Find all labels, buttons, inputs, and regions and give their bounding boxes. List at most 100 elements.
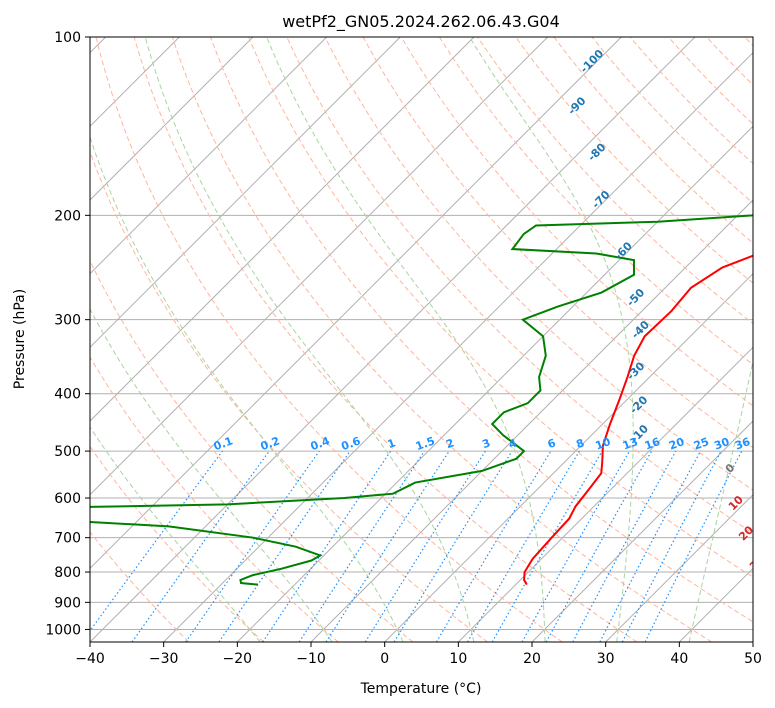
moist-adiabat-line	[90, 308, 333, 642]
isohume-line	[218, 450, 351, 642]
isohume-label: 0.4	[309, 434, 332, 453]
isotherm-line	[752, 641, 753, 642]
axes: −40 −30 −20 −10 0 10 20 30 40 5010020030040050060…	[45, 30, 762, 667]
isohume-label: 3	[480, 436, 492, 451]
line-labels: -100-90-80-70-60-50-40-30-20-100.1 0.2 0.4…	[212, 47, 775, 602]
dry-adiabat-line	[90, 150, 488, 642]
isohume-label: 30	[712, 435, 731, 453]
x-tick-label: 10	[449, 651, 467, 667]
moist-adiabat-line	[90, 426, 261, 642]
isohume-line	[599, 450, 702, 642]
y-tick-label: 900	[54, 595, 81, 611]
dry-adiabat-line	[90, 531, 190, 642]
dry-adiabat-line	[90, 259, 414, 642]
y-tick-label: 700	[54, 531, 81, 547]
y-tick-label: 100	[54, 30, 81, 46]
dry-adiabat-line	[477, 37, 753, 325]
isohume-label: 0.1	[212, 434, 235, 453]
y-axis-label: Pressure (hPa)	[12, 289, 28, 389]
y-tick-label: 600	[54, 491, 81, 507]
isotherm-line	[678, 567, 753, 642]
x-tick-label: 30	[597, 651, 615, 667]
isotherm-line	[90, 37, 254, 201]
moist-adiabat-label: -80	[585, 140, 608, 163]
dry-adiabat-line	[324, 37, 753, 491]
y-tick-label: 500	[54, 444, 81, 460]
isotherm-line	[531, 420, 753, 642]
wetbulb-label: 10	[726, 493, 746, 513]
isohume-label: 1	[386, 436, 398, 451]
dry-adiabat-line	[439, 37, 753, 366]
moist-adiabat-label: -20	[627, 393, 650, 416]
isohume-label: 8	[574, 436, 586, 451]
isohume-line	[545, 450, 653, 642]
isohume-label: 25	[692, 435, 711, 452]
dry-adiabat-line	[744, 37, 753, 47]
isohume-label: 36	[733, 435, 752, 453]
isotherm-line	[90, 37, 549, 496]
isohume-line	[393, 450, 513, 642]
dry-adiabat-line	[668, 37, 753, 125]
dry-adiabat-line	[95, 37, 563, 642]
isohume-line	[185, 450, 320, 642]
dry-adiabat-line	[362, 37, 753, 449]
isohume-label: 20	[667, 435, 686, 453]
isohume-line	[435, 450, 552, 642]
isohume-line	[90, 450, 223, 632]
moist-adiabat-line	[469, 37, 634, 642]
isohume-line	[298, 450, 425, 642]
isohumes	[90, 450, 743, 642]
dry-adiabat-line	[90, 445, 264, 642]
dry-adiabat-line	[210, 37, 753, 623]
dry-adiabat-line	[133, 37, 638, 642]
isohume-line	[131, 450, 270, 642]
moist-adiabat-label: -70	[589, 188, 612, 211]
isohume-label: 10	[594, 435, 613, 453]
moist-adiabat-label: -100	[578, 47, 607, 76]
data-series	[90, 214, 753, 586]
dry-adiabat-line	[591, 37, 753, 204]
isotherm-line	[90, 37, 475, 422]
moist-adiabat-label: -90	[565, 94, 588, 117]
moist-adiabat-line	[688, 358, 753, 642]
dry-adiabat-line	[706, 37, 753, 86]
y-tick-label: 1000	[45, 622, 81, 638]
dry-adiabat-line	[171, 37, 712, 642]
x-tick-label: −30	[149, 651, 179, 667]
dry-adiabat-line	[248, 37, 753, 578]
moist-adiabat-line	[90, 135, 404, 642]
moist-adiabats	[90, 37, 753, 642]
isohume-line	[521, 450, 631, 642]
grid-lines	[90, 37, 753, 642]
x-tick-label: 40	[670, 651, 688, 667]
isohume-line	[644, 450, 743, 642]
isotherm-line	[236, 125, 753, 642]
isohume-label: 1.5	[414, 434, 437, 453]
x-tick-label: 50	[744, 651, 762, 667]
moist-adiabat-line	[144, 37, 475, 642]
isohume-line	[262, 450, 392, 642]
isotherm-line	[90, 37, 401, 349]
isotherm-line	[90, 37, 696, 642]
isohume-label: 0.2	[259, 434, 282, 453]
isotherm-line	[457, 346, 753, 642]
isohume-label: 16	[643, 435, 662, 453]
temperature-profile-line	[523, 254, 753, 586]
isohume-label: 13	[621, 435, 640, 452]
isotherm-line	[90, 37, 328, 275]
x-tick-label: 0	[380, 651, 389, 667]
chart-title: wetPf2_GN05.2024.262.06.43.G04	[282, 12, 560, 32]
x-tick-label: 20	[523, 651, 541, 667]
isotherm-line	[90, 37, 622, 570]
dry-adiabat-line	[90, 356, 339, 642]
dry-adiabats	[90, 37, 753, 642]
x-tick-label: −10	[296, 651, 326, 667]
moist-adiabat-line	[266, 37, 546, 642]
x-tick-label: −40	[75, 651, 105, 667]
wetbulb-label: 40	[762, 582, 775, 602]
y-tick-label: 800	[54, 565, 81, 581]
isohume-label: 0.6	[340, 434, 363, 453]
isohume-label: 6	[546, 436, 558, 451]
y-tick-label: 200	[54, 208, 81, 224]
